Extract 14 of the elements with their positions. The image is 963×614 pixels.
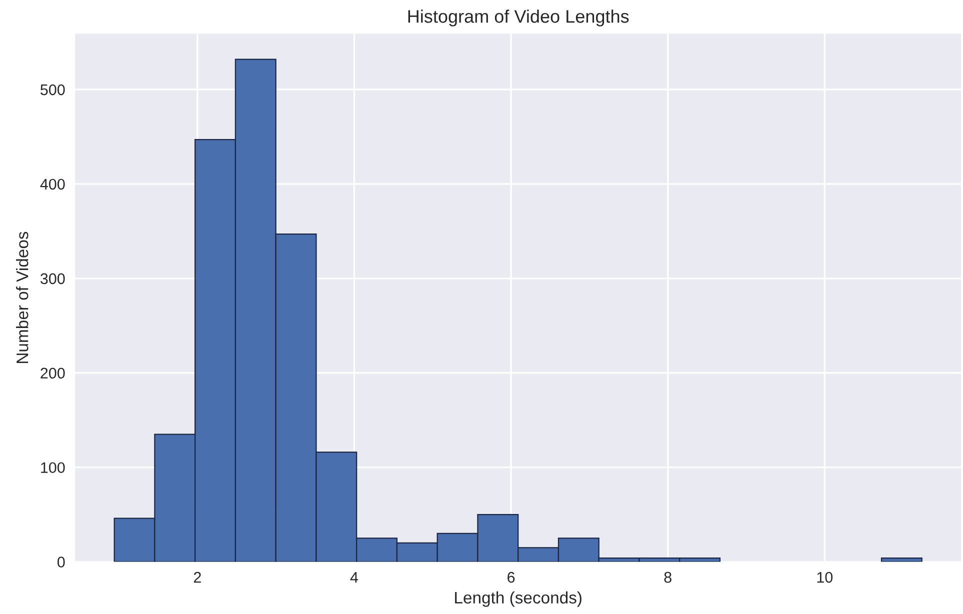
y-tick-label: 300 bbox=[40, 273, 65, 284]
y-tick-label: 0 bbox=[57, 556, 65, 568]
x-axis-title: Length (seconds) bbox=[455, 591, 582, 607]
x-tick-label: 10 bbox=[817, 572, 833, 583]
x-tick-label: 2 bbox=[194, 572, 201, 583]
y-tick-label: 100 bbox=[41, 462, 65, 474]
y-tick-label: 500 bbox=[40, 84, 65, 96]
y-axis-title: Number of Videos bbox=[16, 232, 28, 363]
chart-title: Histogram of Video Lengths bbox=[408, 10, 629, 26]
x-tick-label: 8 bbox=[664, 572, 672, 583]
y-tick-label: 200 bbox=[40, 368, 65, 379]
x-tick-label: 4 bbox=[350, 572, 358, 583]
x-tick-label: 6 bbox=[508, 572, 515, 583]
y-tick-label: 400 bbox=[40, 178, 65, 190]
